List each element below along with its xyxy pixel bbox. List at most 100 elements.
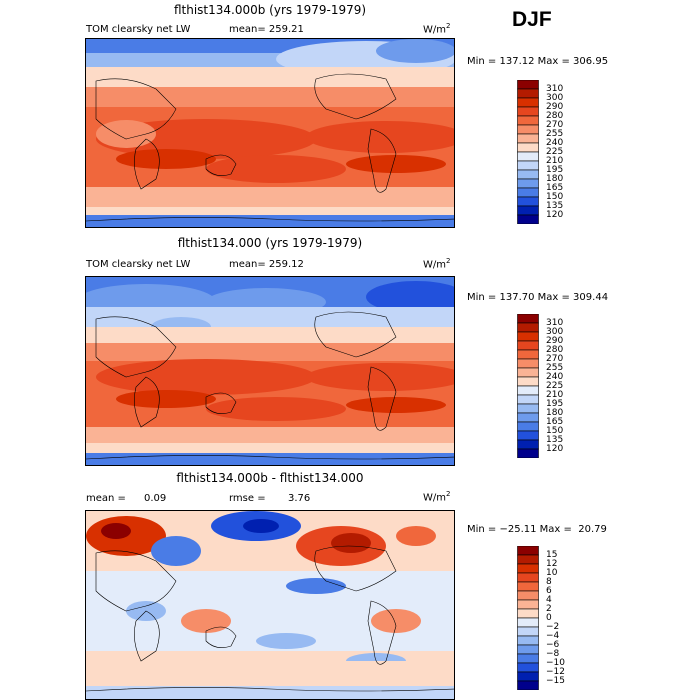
colorbar-tick: 290 bbox=[546, 336, 564, 346]
panel2-mean: mean= 259.12 bbox=[229, 259, 304, 270]
colorbar-tick: 180 bbox=[546, 174, 564, 184]
colorbar-swatch bbox=[517, 358, 539, 369]
colorbar-swatch bbox=[517, 187, 539, 198]
panel3-colorbar-scale bbox=[517, 546, 539, 690]
panel1-map bbox=[85, 38, 455, 228]
colorbar-swatch bbox=[517, 80, 539, 90]
colorbar-tick: 195 bbox=[546, 165, 564, 175]
colorbar-tick: 270 bbox=[546, 354, 564, 364]
colorbar-tick: 8 bbox=[546, 577, 552, 587]
colorbar-tick: 195 bbox=[546, 399, 564, 409]
colorbar-tick: 280 bbox=[546, 111, 564, 121]
panel1-minmax: Min = 137.12 Max = 306.95 bbox=[467, 56, 609, 67]
panel3-mean-value: 0.09 bbox=[144, 493, 167, 504]
colorbar-swatch bbox=[517, 421, 539, 432]
colorbar-tick: −8 bbox=[546, 649, 560, 659]
panel1-map-field bbox=[86, 39, 454, 227]
colorbar-tick: −12 bbox=[546, 667, 565, 677]
colorbar-swatch bbox=[517, 97, 539, 108]
colorbar-tick: 210 bbox=[546, 390, 564, 400]
colorbar-swatch bbox=[517, 448, 539, 458]
colorbar-tick: 165 bbox=[546, 183, 564, 193]
colorbar-tick: 4 bbox=[546, 595, 552, 605]
panel2-map bbox=[85, 276, 455, 466]
colorbar-tick: 255 bbox=[546, 363, 564, 373]
colorbar-swatch bbox=[517, 314, 539, 324]
colorbar-swatch bbox=[517, 608, 539, 619]
colorbar-swatch bbox=[517, 394, 539, 405]
panel3-title: flthist134.000b - flthist134.000 bbox=[176, 471, 364, 485]
colorbar-swatch bbox=[517, 671, 539, 682]
colorbar-tick: 300 bbox=[546, 93, 564, 103]
panel1-colorbar-scale bbox=[517, 80, 539, 224]
colorbar-tick: 120 bbox=[546, 444, 564, 454]
panel3-rmse-label: rmse = bbox=[229, 493, 266, 504]
panel2-minmax: Min = 137.70 Max = 309.44 bbox=[467, 292, 609, 303]
colorbar-tick: 225 bbox=[546, 147, 564, 157]
colorbar-tick: 15 bbox=[546, 550, 558, 560]
colorbar-tick: 150 bbox=[546, 192, 564, 202]
panel3-map-field bbox=[86, 511, 454, 699]
colorbar-tick: −2 bbox=[546, 622, 560, 632]
panel2-map-field bbox=[86, 277, 454, 465]
colorbar-swatch bbox=[517, 581, 539, 592]
colorbar-swatch bbox=[517, 554, 539, 565]
colorbar-swatch bbox=[517, 349, 539, 360]
colorbar-tick: 300 bbox=[546, 327, 564, 337]
colorbar-swatch bbox=[517, 626, 539, 637]
colorbar-swatch bbox=[517, 644, 539, 655]
colorbar-swatch bbox=[517, 412, 539, 423]
colorbar-tick: 310 bbox=[546, 318, 564, 328]
colorbar-swatch bbox=[517, 178, 539, 189]
colorbar-tick: 135 bbox=[546, 435, 564, 445]
colorbar-tick: 210 bbox=[546, 156, 564, 166]
colorbar-tick: −15 bbox=[546, 676, 565, 686]
colorbar-swatch bbox=[517, 590, 539, 601]
colorbar-swatch bbox=[517, 546, 539, 556]
panel2-colorbar bbox=[517, 314, 539, 458]
colorbar-swatch bbox=[517, 106, 539, 117]
colorbar-tick: 255 bbox=[546, 129, 564, 139]
colorbar-swatch bbox=[517, 653, 539, 664]
colorbar-tick: 225 bbox=[546, 381, 564, 391]
colorbar-swatch bbox=[517, 680, 539, 690]
colorbar-swatch bbox=[517, 196, 539, 207]
colorbar-swatch bbox=[517, 439, 539, 450]
colorbar-tick: −4 bbox=[546, 631, 560, 641]
colorbar-swatch bbox=[517, 133, 539, 144]
colorbar-tick: −10 bbox=[546, 658, 565, 668]
colorbar-swatch bbox=[517, 563, 539, 574]
colorbar-tick: 12 bbox=[546, 559, 558, 569]
colorbar-tick: 165 bbox=[546, 417, 564, 427]
colorbar-swatch bbox=[517, 331, 539, 342]
colorbar-tick: 240 bbox=[546, 138, 564, 148]
panel3-units: W/m2 bbox=[423, 490, 451, 504]
colorbar-swatch bbox=[517, 151, 539, 162]
colorbar-tick: 2 bbox=[546, 604, 552, 614]
colorbar-swatch bbox=[517, 599, 539, 610]
panel1-units: W/m2 bbox=[423, 22, 451, 36]
panel1-mean: mean= 259.21 bbox=[229, 24, 304, 35]
panel1-colorbar bbox=[517, 80, 539, 224]
colorbar-swatch bbox=[517, 340, 539, 351]
colorbar-swatch bbox=[517, 635, 539, 646]
colorbar-swatch bbox=[517, 385, 539, 396]
colorbar-swatch bbox=[517, 160, 539, 171]
colorbar-tick: 180 bbox=[546, 408, 564, 418]
panel3-minmax: Min = −25.11 Max = 20.79 bbox=[467, 524, 607, 535]
panel3-mean-label: mean = bbox=[86, 493, 126, 504]
colorbar-swatch bbox=[517, 662, 539, 673]
colorbar-tick: 240 bbox=[546, 372, 564, 382]
colorbar-tick: 135 bbox=[546, 201, 564, 211]
panel3-map bbox=[85, 510, 455, 700]
colorbar-swatch bbox=[517, 572, 539, 583]
colorbar-swatch bbox=[517, 430, 539, 441]
colorbar-tick: −6 bbox=[546, 640, 560, 650]
colorbar-tick: 150 bbox=[546, 426, 564, 436]
colorbar-swatch bbox=[517, 403, 539, 414]
colorbar-swatch bbox=[517, 617, 539, 628]
colorbar-swatch bbox=[517, 214, 539, 224]
colorbar-tick: 6 bbox=[546, 586, 552, 596]
colorbar-swatch bbox=[517, 367, 539, 378]
colorbar-swatch bbox=[517, 376, 539, 387]
